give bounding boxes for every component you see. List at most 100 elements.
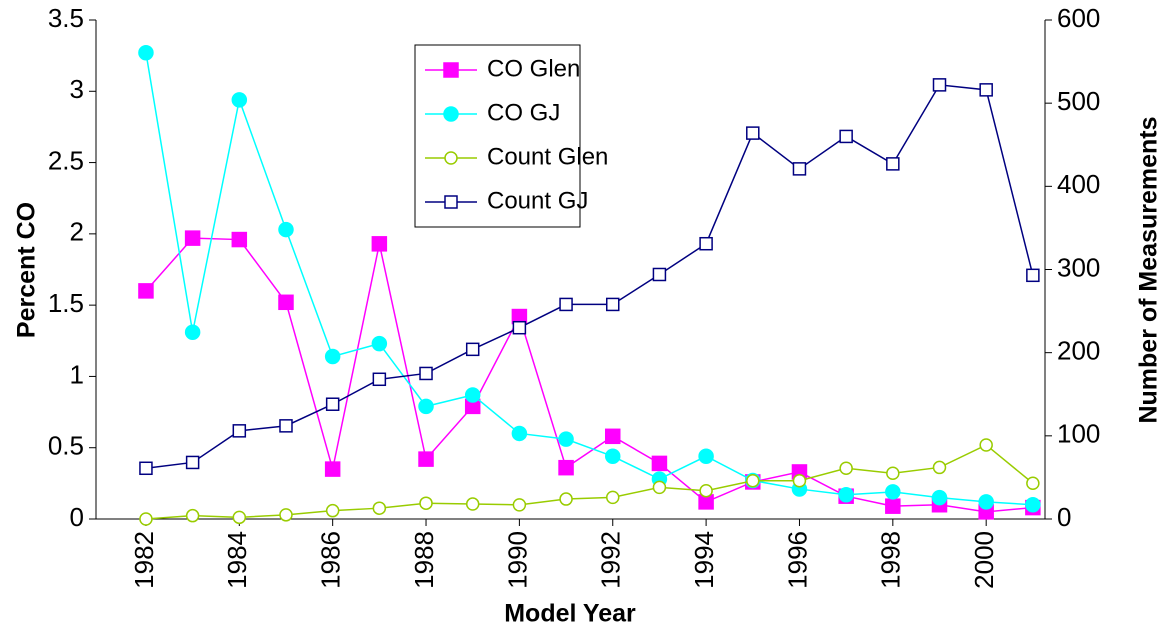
y-tick-label: 0.5 <box>48 431 84 461</box>
data-point <box>232 424 247 438</box>
x-axis-label: Model Year <box>504 600 636 628</box>
y2-tick-label: 200 <box>1057 336 1100 366</box>
legend-marker <box>443 106 459 122</box>
data-point <box>1026 476 1040 490</box>
data-point <box>605 490 620 505</box>
legend-marker <box>443 62 459 78</box>
data-point <box>651 455 668 472</box>
legend-label: Count Glen <box>487 143 608 170</box>
data-point <box>746 126 760 140</box>
y2-tick-label: 400 <box>1057 169 1100 199</box>
data-point <box>699 236 713 251</box>
x-tick-label: 1998 <box>876 531 906 589</box>
data-point <box>559 297 573 312</box>
y-tick-label: 3.5 <box>48 3 84 33</box>
data-point <box>372 501 387 515</box>
y2-tick-label: 0 <box>1057 502 1071 532</box>
data-point <box>1025 496 1041 513</box>
data-point <box>324 348 341 365</box>
series-line <box>145 444 1034 520</box>
data-point <box>231 92 248 108</box>
data-point <box>184 324 201 340</box>
data-point <box>139 512 153 526</box>
data-point <box>792 473 807 488</box>
data-point <box>605 297 620 312</box>
data-point <box>372 372 387 387</box>
y2-tick-label: 100 <box>1057 419 1100 449</box>
data-point <box>419 496 433 510</box>
data-point <box>419 366 433 381</box>
data-point <box>185 508 200 523</box>
data-point <box>698 448 714 465</box>
x-tick-label: 1992 <box>596 531 626 589</box>
y-tick-label: 3 <box>70 74 84 104</box>
y2-tick-label: 600 <box>1057 3 1100 33</box>
data-point <box>652 267 667 282</box>
legend-marker <box>444 195 458 209</box>
data-point <box>886 157 900 171</box>
x-tick-label: 1986 <box>316 531 346 589</box>
data-point <box>232 510 247 525</box>
data-point <box>746 473 760 488</box>
data-point <box>1026 268 1040 283</box>
data-point <box>512 320 527 335</box>
data-point <box>324 461 341 477</box>
x-tick-label: 1996 <box>782 531 812 589</box>
data-point <box>932 460 947 475</box>
data-point <box>231 231 248 248</box>
data-point <box>138 283 154 299</box>
data-point <box>558 431 574 447</box>
series-line <box>145 237 1033 513</box>
data-point <box>185 455 200 470</box>
data-point <box>465 342 480 357</box>
data-point <box>886 466 900 481</box>
y-tick-label: 2 <box>70 217 84 247</box>
data-point <box>278 294 294 311</box>
data-point <box>278 221 294 238</box>
data-point <box>184 230 201 246</box>
series-line <box>145 52 1033 506</box>
data-point <box>699 483 713 498</box>
legend-label: Count GJ <box>487 187 588 214</box>
data-point <box>511 425 528 442</box>
data-point <box>885 498 901 514</box>
data-point <box>838 487 854 503</box>
x-tick-label: 1984 <box>222 531 252 589</box>
data-point <box>465 497 480 511</box>
data-point <box>279 419 293 433</box>
data-point <box>371 335 388 352</box>
legend-label: CO GJ <box>487 99 560 126</box>
y2-tick-label: 300 <box>1057 252 1100 282</box>
y2-axis-label: Number of Measurements <box>1135 116 1163 423</box>
y2-tick-label: 500 <box>1057 86 1100 116</box>
y-tick-label: 1 <box>70 359 84 389</box>
x-tick-label: 1982 <box>129 531 159 589</box>
x-tick-label: 1994 <box>689 531 719 589</box>
data-point <box>279 508 293 522</box>
data-point <box>558 459 574 476</box>
legend-box <box>414 44 581 228</box>
data-point <box>418 451 434 467</box>
data-point <box>792 162 807 176</box>
data-point <box>978 494 994 510</box>
data-point <box>325 503 340 518</box>
data-point <box>885 484 901 500</box>
data-point <box>604 428 621 445</box>
data-point <box>652 480 667 495</box>
data-point <box>979 83 993 97</box>
data-point <box>559 492 573 506</box>
x-tick-label: 1988 <box>409 531 439 589</box>
data-point <box>931 489 948 506</box>
y-tick-label: 0 <box>70 502 84 532</box>
data-point <box>371 236 388 252</box>
x-tick-label: 2000 <box>969 531 999 589</box>
data-point <box>139 461 153 476</box>
series-line <box>145 84 1034 470</box>
legend-label: CO Glen <box>487 55 580 82</box>
data-point <box>325 397 340 411</box>
data-point <box>418 398 434 415</box>
y-tick-label: 2.5 <box>48 145 84 175</box>
data-point <box>464 387 481 403</box>
